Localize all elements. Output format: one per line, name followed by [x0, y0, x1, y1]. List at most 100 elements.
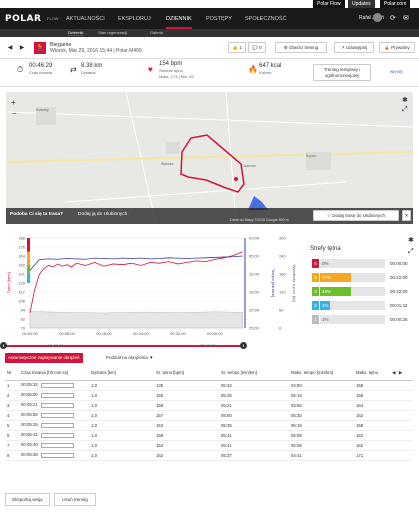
polar-logo[interactable]: POLAR: [5, 14, 42, 24]
zone-bar[interactable]: [320, 315, 385, 324]
x-tick-label: 00:08:00: [59, 331, 75, 336]
zoom-out-icon[interactable]: −: [12, 109, 17, 118]
timeline-end-handle[interactable]: ‖: [240, 342, 247, 349]
zone-bar[interactable]: [320, 301, 385, 310]
zone-percent: 4%: [320, 301, 330, 310]
add-favorite-button[interactable]: ☆ Dodaj trasę do Ulubionych: [313, 210, 399, 221]
session-chart[interactable]: 188 176 164 152 141 129 117 106 94 82 70 00:00 05:00…: [0, 228, 300, 350]
zone-bar[interactable]: [320, 273, 385, 282]
subnav-diary[interactable]: Dziennik: [68, 30, 84, 36]
hr-min: Min. 83: [180, 74, 194, 79]
chart-settings-icon[interactable]: ✱: [408, 237, 414, 244]
subnav-recovery[interactable]: Stan regeneracji: [98, 30, 128, 35]
updates-link[interactable]: Updates: [348, 0, 375, 8]
nav-news[interactable]: AKTUALNOŚCI: [66, 16, 105, 22]
sync-icon[interactable]: ⟳: [390, 15, 396, 22]
map-settings-icon[interactable]: ✱: [402, 97, 408, 104]
distance-icon: ⇄: [70, 65, 77, 74]
close-icon[interactable]: ✕: [402, 210, 411, 221]
duration-bar: [40, 452, 74, 458]
like-button[interactable]: 👍 1: [228, 42, 246, 53]
table-row[interactable]: 3 00:05:21 1.0 158 05:21 04:55 164: [5, 400, 413, 411]
auto-laps-tab[interactable]: Automatyczne zapisywanie okrążeń: [5, 353, 83, 363]
alt-tick-label: 180: [279, 272, 286, 277]
lap-cell-value: 150: [156, 392, 164, 398]
left-axis-label: Tętno [bpm]: [6, 272, 11, 293]
comment-button[interactable]: 💬 0: [248, 42, 266, 53]
lap-cell-value: 1: [7, 382, 10, 388]
export-session-button[interactable]: Eksportuj sesję: [5, 493, 50, 506]
lap-cell-value: 159: [156, 432, 164, 438]
y-tick-label: 164: [18, 254, 25, 259]
table-row[interactable]: 5 00:05:35 1.0 153 05:35 05:19 158: [5, 420, 413, 431]
zone-number: 2: [312, 301, 319, 310]
timeline-slider[interactable]: ‖ ‖ 00:00:00 00:46:29: [0, 342, 419, 350]
next-arrow-icon[interactable]: ▶: [398, 369, 403, 375]
fullscreen-icon[interactable]: ⤢: [402, 106, 408, 113]
lap-cell-value: 05:50: [221, 412, 232, 418]
map-place-label: Szyno: [306, 154, 316, 158]
table-row[interactable]: 6 00:05:41 1.0 159 05:41 05:08 162: [5, 430, 413, 441]
route-map[interactable]: Koszary Wysoka Czarnów Szyno + − ✱ ⤢: [6, 92, 413, 224]
lap-cell-value: 162: [356, 432, 364, 438]
lap-cell: 05:35: [219, 420, 289, 431]
nav-explore[interactable]: EKSPLORUJ: [118, 16, 151, 22]
lap-cell-value: 05:19: [291, 422, 302, 428]
subnav-gallery[interactable]: Galeria: [150, 30, 163, 35]
lap-cell: 1.0: [89, 430, 154, 441]
lap-cell-value: 153: [156, 442, 164, 448]
lap-cell-empty: [390, 420, 413, 431]
user-name[interactable]: Rafał Jeleń: [358, 15, 384, 21]
duration-bar: [40, 422, 74, 428]
nav-progress[interactable]: POSTĘPY: [206, 16, 232, 22]
lap-cell-value: 00:05:40: [21, 442, 38, 448]
privacy-button[interactable]: 🔒 Prywatny: [379, 42, 415, 53]
lap-cell: 00:05:35: [19, 420, 89, 431]
distance-label: Dystans: [81, 70, 96, 75]
polar-com-link[interactable]: Polar.com: [380, 0, 411, 8]
lap-cell: 00:05:21: [19, 400, 89, 411]
zoom-in-icon[interactable]: +: [11, 98, 16, 107]
zone-bar[interactable]: [320, 287, 385, 296]
polar-flow-link[interactable]: Polar Flow: [313, 0, 345, 8]
lap-cell: 158: [154, 400, 219, 411]
share-button[interactable]: ↗ Udostępnij: [334, 42, 374, 53]
chart-fullscreen-icon[interactable]: ⤢: [408, 248, 414, 255]
timeline-track: [5, 345, 245, 347]
table-row[interactable]: 1 00:05:32 1.0 135 05:32 04:50 155: [5, 380, 413, 391]
lap-cell: 00:05:40: [19, 440, 89, 451]
prev-arrow-icon[interactable]: ◀: [7, 45, 13, 51]
route-question-sub: Dodaj ją do Ulubionych.: [78, 212, 129, 217]
lap-cell-value: 00:05:38: [21, 452, 38, 458]
avatar[interactable]: [373, 13, 382, 22]
lap-cell: 00:05:32: [19, 380, 89, 391]
notifications-icon[interactable]: ✉: [403, 15, 409, 22]
hr-max: Maks. 173: [159, 74, 178, 79]
lap-cell-value: 171: [356, 452, 364, 458]
delete-training-button[interactable]: Usuń trening: [54, 493, 96, 506]
table-row[interactable]: 4 00:05:50 1.0 157 05:50 05:30 162: [5, 410, 413, 421]
lap-cell: 05:08: [289, 440, 354, 451]
zone-time: 00:00:00: [390, 261, 408, 266]
table-row[interactable]: 7 00:05:40 1.0 153 05:41 05:08 162: [5, 440, 413, 451]
lap-cell: 05:41: [219, 440, 289, 451]
open-training-button[interactable]: ⚙ Otwórz trening: [275, 42, 327, 53]
lap-cell-value: 1.0: [91, 442, 97, 448]
more-link[interactable]: więcej: [390, 69, 403, 74]
duration-bar: [40, 442, 74, 448]
lap-cell: 4: [5, 410, 19, 421]
table-row[interactable]: 8 00:05:38 1.0 162 05:37 04:41 171: [5, 450, 413, 461]
nav-diary[interactable]: DZIENNIK: [166, 16, 192, 29]
training-benefit-button[interactable]: Trening tempowy i ogólnorozwojowy: [313, 64, 371, 81]
next-arrow-icon[interactable]: ▶: [19, 45, 25, 51]
lap-split-dropdown[interactable]: Podział na okrążenia ▼: [106, 355, 154, 360]
alt-tick-label: 0: [279, 326, 282, 331]
prev-arrow-icon[interactable]: ◀: [392, 369, 396, 375]
table-row[interactable]: 2 00:05:50 1.0 150 05:25 05:15 155: [5, 390, 413, 401]
flame-icon: 🔥: [248, 65, 258, 74]
zone-bar[interactable]: [320, 259, 385, 268]
timeline-start-handle[interactable]: ‖: [0, 342, 7, 349]
route-path: [180, 134, 245, 193]
lap-cell-value: 05:08: [291, 432, 302, 438]
nav-community[interactable]: SPOŁECZNOŚĆ: [245, 16, 287, 22]
